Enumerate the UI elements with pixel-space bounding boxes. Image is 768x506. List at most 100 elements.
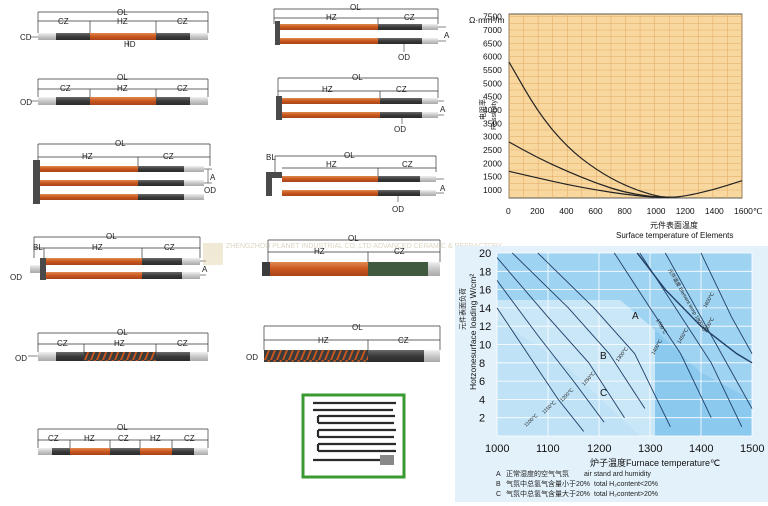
product-photo bbox=[301, 393, 406, 479]
label-ol: OL bbox=[117, 423, 128, 432]
label-ol: OL bbox=[352, 73, 363, 82]
element-1800-curve bbox=[636, 252, 753, 364]
x-tick-label: 800 bbox=[618, 206, 632, 216]
y-tick-label: 6000 bbox=[483, 52, 502, 62]
label-cz: CZ bbox=[58, 17, 69, 26]
x-tick-label: 1500 bbox=[740, 443, 764, 455]
label-ol: OL bbox=[106, 232, 117, 241]
y-tick-label: 7500 bbox=[483, 12, 502, 22]
label-cz: CZ bbox=[177, 84, 188, 93]
y-tick-label: 1500 bbox=[483, 172, 502, 182]
x-tick-label: 1000 bbox=[647, 206, 666, 216]
label-cz: CZ bbox=[394, 247, 405, 256]
legend-en-b: total H₂content<20% bbox=[594, 481, 658, 488]
element-diagram-u-shape-bl: OL BL HZ CZ OD A bbox=[10, 232, 208, 282]
element-diagram-hairpin-bl: BL OL HZ CZ A OD bbox=[266, 151, 446, 214]
legend-key-b: B bbox=[496, 481, 501, 488]
label-ol: OL bbox=[350, 3, 361, 12]
y-tick-label: 10 bbox=[479, 340, 491, 352]
legend-en-c: total H₂content>20% bbox=[594, 491, 658, 498]
label-od: OD bbox=[392, 205, 404, 214]
x-tick-label: 0 bbox=[506, 206, 511, 216]
loading-y-label-cn: 元件表面负荷 bbox=[458, 288, 467, 330]
y-tick-label: 4000 bbox=[483, 105, 502, 115]
resistivity-curves bbox=[508, 61, 743, 199]
label-od: OD bbox=[15, 354, 27, 363]
x-tick-label: 1600℃ bbox=[734, 206, 763, 216]
y-tick-label: 5500 bbox=[483, 65, 502, 75]
label-a: A bbox=[440, 184, 446, 193]
x-tick-label: 200 bbox=[530, 206, 544, 216]
y-tick-label: 5000 bbox=[483, 78, 502, 88]
legend-cn-a: 正常湿度的空气气氛 bbox=[506, 469, 569, 478]
y-tick-label: 6 bbox=[479, 376, 485, 388]
x-tick-label: 400 bbox=[559, 206, 573, 216]
label-hz: HZ bbox=[84, 434, 95, 443]
label-od: OD bbox=[394, 125, 406, 134]
element-diagram-double-hz: OL CZ HZ CZ HZ CZ bbox=[37, 423, 209, 455]
y-tick-label: 3000 bbox=[483, 132, 502, 142]
zone-label-a: A bbox=[632, 311, 639, 322]
label-hz: HZ bbox=[326, 13, 337, 22]
label-cz: CZ bbox=[57, 339, 68, 348]
y-tick-label: 3500 bbox=[483, 118, 502, 128]
label-hz: HZ bbox=[150, 434, 161, 443]
y-tick-label: 6500 bbox=[483, 38, 502, 48]
label-cz: CZ bbox=[398, 336, 409, 345]
y-tick-label: 2500 bbox=[483, 145, 502, 155]
zone-label-b: B bbox=[600, 351, 607, 362]
resistivity-grid bbox=[508, 14, 743, 198]
element-diagram-straight-rod-od: OL CZ HZ CZ OD bbox=[20, 73, 209, 107]
resistivity-curve-2 bbox=[508, 141, 670, 199]
resistivity-x-label-en: Surface temperature of Elements bbox=[616, 231, 733, 240]
element-diagram-straight-rod: OL CZ HZ CZ CD HD bbox=[20, 8, 209, 49]
resistivity-curve-3 bbox=[508, 170, 670, 199]
loading-x-label-cn: 炉子温度 bbox=[590, 457, 626, 468]
zone-label-c: C bbox=[600, 388, 607, 399]
isotherm-curve bbox=[537, 252, 671, 428]
y-tick-label: 20 bbox=[479, 248, 491, 260]
resistivity-curve-1 bbox=[508, 61, 743, 198]
label-hz: HZ bbox=[117, 17, 128, 26]
label-od: OD bbox=[10, 273, 22, 282]
x-tick-label: 1400 bbox=[705, 206, 724, 216]
legend-cn-b: 气氛中总氢气含量小于20% bbox=[506, 479, 590, 488]
watermark-text: ZHENGZHOU PLANET INDUSTRIAL CO.,LTD ADVA… bbox=[226, 243, 503, 250]
label-cz: CZ bbox=[177, 17, 188, 26]
company-watermark: ZHENGZHOU PLANET INDUSTRIAL CO.,LTD ADVA… bbox=[203, 243, 503, 265]
label-hz: HZ bbox=[314, 247, 325, 256]
label-hz: HZ bbox=[92, 243, 103, 252]
x-tick-label: 1200 bbox=[587, 443, 611, 455]
isotherm-curve bbox=[700, 252, 753, 354]
label-ol: OL bbox=[117, 8, 128, 17]
y-tick-label: 1000 bbox=[483, 185, 502, 195]
label-cz: CZ bbox=[402, 160, 413, 169]
legend-en-a: air stand ard humidity bbox=[584, 471, 651, 478]
label-a: A bbox=[440, 105, 446, 114]
label-hz: HZ bbox=[82, 152, 93, 161]
label-cd: CD bbox=[20, 33, 32, 42]
legend-cn-c: 气氛中总氢气含量大于20% bbox=[506, 489, 590, 498]
label-hz: HZ bbox=[322, 85, 333, 94]
label-cz: CZ bbox=[163, 152, 174, 161]
label-cz: CZ bbox=[184, 434, 195, 443]
resistivity-x-ticks: 0 200 400 600 800 1000 1200 1400 1600℃ bbox=[506, 206, 763, 216]
resistivity-y-label-en: Resstivity bbox=[491, 100, 498, 130]
element-diagram-three-leg: OL HZ CZ A OD bbox=[33, 139, 216, 204]
legend-key-c: C bbox=[496, 491, 501, 498]
isotherm-curve bbox=[496, 280, 605, 423]
x-tick-label: 1400 bbox=[689, 443, 713, 455]
isotherm-curve bbox=[511, 252, 646, 409]
label-ol: OL bbox=[117, 73, 128, 82]
resistivity-y-ticks: 1000 1500 2000 2500 3000 3500 4000 4500 5000 5500… bbox=[483, 12, 502, 195]
y-tick-label: 2 bbox=[479, 413, 485, 425]
label-cz: CZ bbox=[177, 339, 188, 348]
y-tick-label: 18 bbox=[479, 266, 491, 278]
label-hz: HZ bbox=[326, 160, 337, 169]
y-tick-label: 7000 bbox=[483, 25, 502, 35]
loading-y-label-en: Hotzonesurface loading W/cm² bbox=[468, 274, 478, 390]
label-cz: CZ bbox=[48, 434, 59, 443]
label-od: OD bbox=[398, 53, 410, 62]
loading-legend: A 正常湿度的空气气氛 air stand ard humidity B 气氛中… bbox=[496, 469, 658, 498]
x-tick-label: 1000 bbox=[485, 443, 509, 455]
